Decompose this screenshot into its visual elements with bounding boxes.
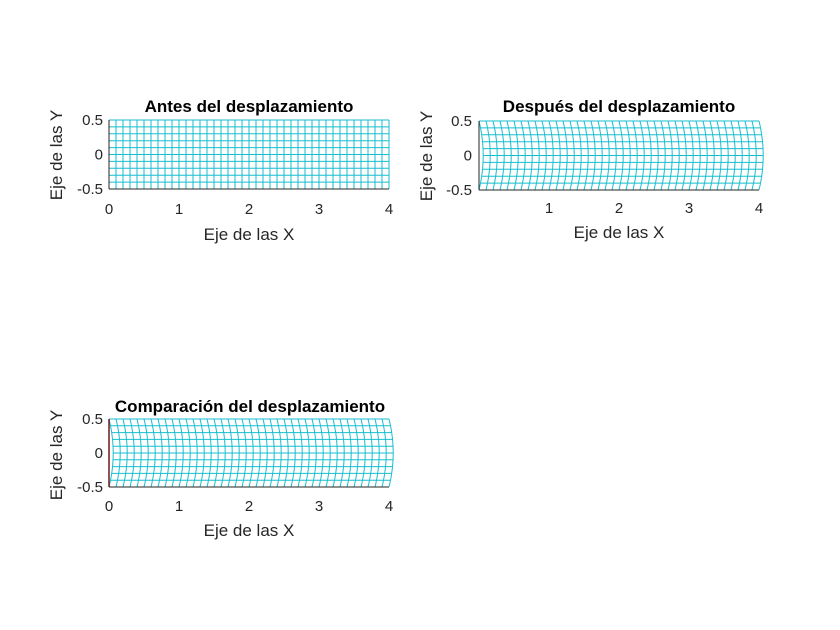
y-tick-label: 0.5 <box>451 113 472 130</box>
x-tick-label: 1 <box>175 201 183 218</box>
mesh-line-vertical <box>478 120 484 191</box>
chart-title: Comparación del desplazamiento <box>115 397 385 416</box>
x-tick-label: 4 <box>385 201 393 218</box>
panel-comparacion: Comparación del desplazamiento Eje de la… <box>47 397 394 540</box>
chart-title: Después del desplazamiento <box>503 97 735 116</box>
panel-despues: Después del desplazamiento Eje de las X … <box>417 97 764 242</box>
x-tick-label: 3 <box>315 498 323 515</box>
y-tick-label: 0.5 <box>82 411 103 428</box>
x-tick-label: 1 <box>545 200 553 217</box>
x-tick-label: 2 <box>615 200 623 217</box>
chart-title: Antes del desplazamiento <box>145 97 354 116</box>
x-tick-label: 4 <box>755 200 763 217</box>
y-tick-label: -0.5 <box>446 182 472 199</box>
y-tick-label: 0 <box>464 148 472 165</box>
mesh <box>478 120 764 191</box>
x-tick-label: 4 <box>385 498 393 515</box>
y-axis-label: Eje de las Y <box>47 110 66 200</box>
mesh <box>108 418 394 488</box>
y-tick-label: -0.5 <box>77 479 103 496</box>
x-tick-label: 1 <box>175 498 183 515</box>
x-axis-label: Eje de las X <box>204 521 295 540</box>
y-tick-label: 0 <box>95 147 103 164</box>
x-tick-label: 0 <box>105 498 113 515</box>
y-tick-label: 0 <box>95 445 103 462</box>
y-axis-label: Eje de las Y <box>47 410 66 500</box>
y-tick-label: -0.5 <box>77 181 103 198</box>
y-axis-label: Eje de las Y <box>417 111 436 201</box>
x-tick-label: 3 <box>685 200 693 217</box>
panel-antes: Antes del desplazamiento Eje de las X Ej… <box>47 97 393 244</box>
x-tick-label: 0 <box>105 201 113 218</box>
x-tick-label: 2 <box>245 498 253 515</box>
x-axis-label: Eje de las X <box>574 223 665 242</box>
y-tick-label: 0.5 <box>82 112 103 129</box>
x-tick-label: 3 <box>315 201 323 218</box>
x-tick-label: 2 <box>245 201 253 218</box>
x-axis-label: Eje de las X <box>204 225 295 244</box>
mesh <box>108 119 390 190</box>
